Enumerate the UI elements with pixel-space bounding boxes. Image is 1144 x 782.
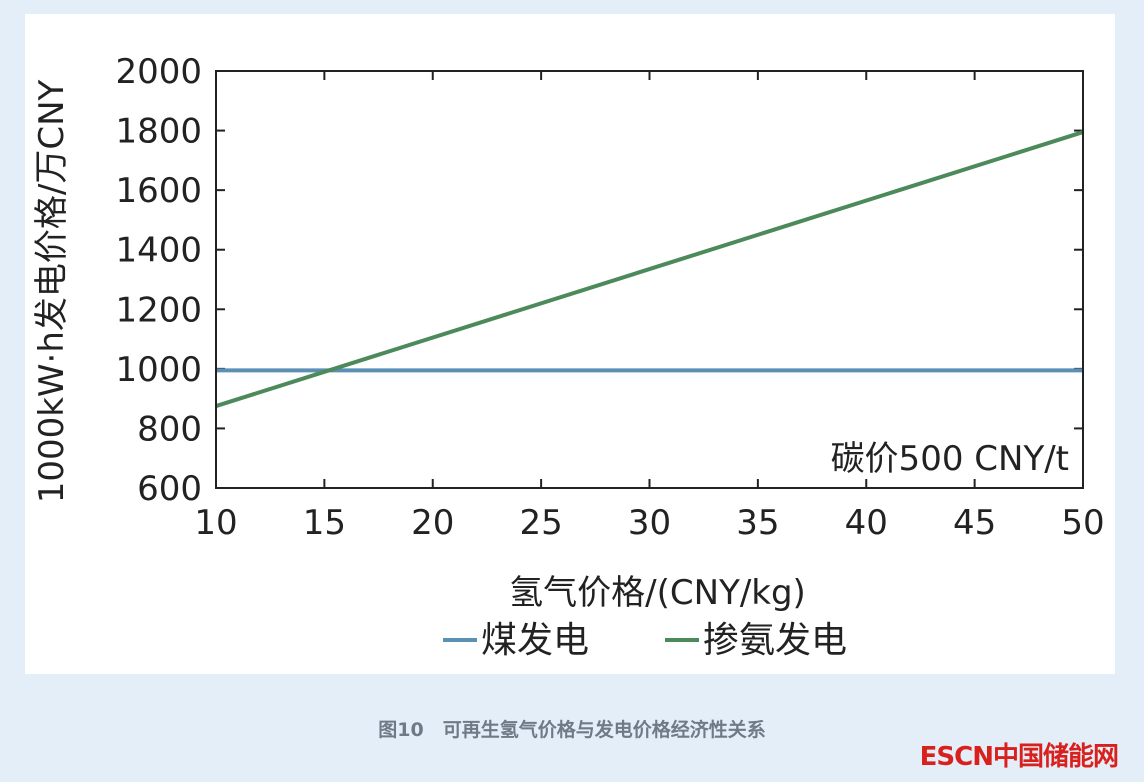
x-tick-labels: 10 15 20 25 30 35 40 45 50: [194, 503, 1104, 543]
legend-label-0: 煤发电: [481, 620, 589, 661]
y-tick-label: 1000: [115, 350, 202, 390]
legend-label-1: 掺氨发电: [703, 620, 847, 661]
y-tick-label: 800: [137, 409, 202, 449]
tick-marks: [215, 70, 1084, 489]
legend: 煤发电 掺氨发电: [443, 620, 847, 661]
x-tick-label: 45: [953, 503, 996, 543]
y-tick-label: 1400: [115, 231, 202, 271]
y-tick-label: 1800: [115, 112, 202, 152]
figure-caption: 图10 可再生氢气价格与发电价格经济性关系: [378, 719, 766, 741]
x-tick-label: 50: [1061, 503, 1104, 543]
x-tick-label: 25: [519, 503, 562, 543]
x-tick-label: 40: [845, 503, 888, 543]
y-tick-labels: 600 800 1000 1200 1400 1600 1800 2000: [115, 52, 202, 509]
plot-frame: [215, 70, 1084, 489]
watermark-logo: ESCN中国储能网: [919, 742, 1119, 772]
y-tick-label: 600: [137, 469, 202, 509]
y-tick-label: 1200: [115, 290, 202, 330]
y-tick-label: 2000: [115, 52, 202, 92]
series-lines: [215, 130, 1084, 408]
x-axis-title: 氢气价格/(CNY/kg): [509, 573, 806, 613]
carbon-price-annotation: 碳价500 CNY/t: [831, 439, 1069, 479]
x-tick-label: 30: [628, 503, 671, 543]
y-tick-label: 1600: [115, 171, 202, 211]
x-tick-label: 10: [194, 503, 237, 543]
x-tick-label: 35: [736, 503, 779, 543]
x-tick-label: 15: [303, 503, 346, 543]
x-tick-label: 20: [411, 503, 454, 543]
line-chart: 600 800 1000 1200 1400 1600 1800 2000 10 15 20 25 3…: [32, 52, 1105, 661]
chart-panel: 600 800 1000 1200 1400 1600 1800 2000 10 15 20 25 3…: [25, 14, 1115, 674]
y-axis-title: 1000kW·h发电价格/万CNY: [32, 79, 72, 503]
series-line-1: [215, 130, 1084, 408]
